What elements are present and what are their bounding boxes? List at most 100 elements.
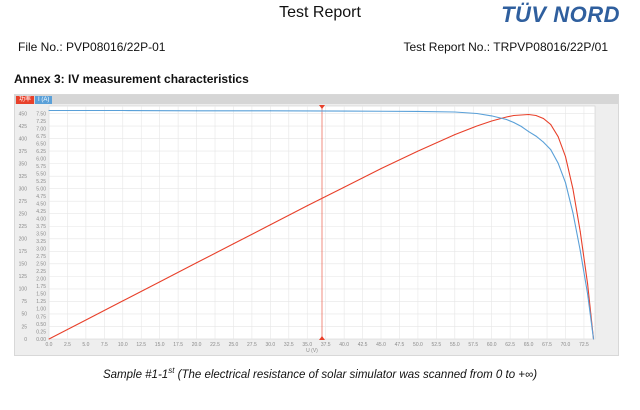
- power-point: [306, 205, 308, 207]
- y-right-tick-label: 3.50: [36, 232, 46, 238]
- y-left-tick-label: 225: [19, 224, 28, 230]
- current-point: [579, 249, 581, 251]
- legend-item-power[interactable]: 功率: [16, 96, 35, 104]
- y-right-tick-label: 7.50: [36, 111, 46, 117]
- current-point: [506, 119, 507, 120]
- y-left-tick-label: 250: [19, 212, 28, 218]
- power-point: [269, 224, 271, 226]
- y-right-tick-label: 1.50: [36, 292, 46, 298]
- x-tick-label: 0.0: [46, 342, 53, 348]
- current-point: [513, 122, 515, 123]
- x-tick-label: 55.0: [450, 342, 460, 348]
- y-right-tick-label: 4.00: [36, 217, 46, 223]
- y-right-tick-label: 1.75: [36, 284, 46, 290]
- current-point: [48, 110, 50, 111]
- y-left-tick-label: 75: [21, 299, 27, 305]
- power-point: [122, 300, 124, 302]
- power-point: [454, 134, 456, 136]
- x-tick-label: 62.5: [505, 342, 515, 348]
- current-point: [528, 131, 530, 133]
- cursor-marker-top: [319, 105, 325, 109]
- power-point: [550, 124, 552, 125]
- power-point: [565, 156, 566, 158]
- power-point: [528, 114, 530, 115]
- current-point: [122, 110, 124, 111]
- test-report-number: Test Report No.: TRPVP08016/22P/01: [403, 40, 608, 54]
- y-left-tick-label: 150: [19, 262, 28, 268]
- y-right-tick-label: 2.75: [36, 254, 46, 260]
- x-tick-label: 10.0: [118, 342, 128, 348]
- x-tick-label: 60.0: [487, 342, 497, 348]
- current-curve: [49, 109, 595, 340]
- power-point: [85, 319, 87, 321]
- y-right-tick-label: 5.75: [36, 164, 46, 170]
- y-right-tick-label: 7.25: [36, 119, 46, 125]
- current-point: [417, 110, 419, 112]
- figure-caption: Sample #1-1st (The electrical resistance…: [0, 366, 640, 381]
- y-left-tick-label: 400: [19, 136, 28, 142]
- y-right-tick-label: 3.75: [36, 224, 46, 230]
- chart-legend: 功率 I (A): [16, 96, 53, 104]
- y-left-tick-label: 300: [19, 186, 28, 192]
- y-right-tick-label: 3.00: [36, 247, 46, 253]
- x-tick-label: 57.5: [468, 342, 478, 348]
- y-right-tick-label: 6.25: [36, 149, 46, 155]
- power-point: [579, 230, 581, 232]
- iv-chart: 0.0 2.5 5.0 7.5 10.0 12.5 15.0 17.5 20.0 22.5 25.0…: [14, 94, 619, 356]
- x-tick-label: 7.5: [101, 342, 108, 348]
- power-point: [48, 338, 50, 340]
- y-left-tick-label: 0: [24, 337, 27, 343]
- power-point: [520, 114, 522, 116]
- x-tick-label: 12.5: [136, 342, 146, 348]
- power-point: [159, 281, 161, 283]
- current-point: [550, 149, 552, 151]
- x-tick-label: 67.5: [542, 342, 552, 348]
- y-right-tick-label: 0.75: [36, 314, 46, 320]
- current-point: [343, 110, 345, 112]
- current-point: [535, 135, 537, 137]
- legend-strip: [15, 95, 618, 104]
- power-point: [343, 186, 345, 188]
- x-tick-label: 5.0: [82, 342, 89, 348]
- cursor-marker-bottom: [319, 336, 325, 340]
- power-point: [513, 115, 515, 116]
- x-tick-label: 15.0: [155, 342, 165, 348]
- caption-superscript: st: [168, 366, 175, 375]
- power-point: [557, 136, 559, 138]
- y-right-tick-label: 2.50: [36, 262, 46, 268]
- current-point: [520, 125, 522, 127]
- y-right-tick-label: 7.00: [36, 126, 46, 132]
- y-right-tick-label: 4.25: [36, 209, 46, 215]
- y-left-tick-label: 100: [19, 287, 28, 293]
- report-title: Test Report: [279, 4, 361, 21]
- power-point: [506, 116, 507, 118]
- current-point: [565, 182, 566, 184]
- x-tick-label: 37.5: [321, 342, 331, 348]
- y-left-tick-label: 425: [19, 124, 28, 130]
- tuv-nord-logo: TÜV NORD: [501, 2, 620, 27]
- y-left-tick-label: 125: [19, 274, 28, 280]
- power-point: [380, 168, 382, 170]
- current-point: [196, 110, 198, 112]
- current-point: [572, 212, 574, 214]
- y-right-tick-label: 2.25: [36, 269, 46, 275]
- power-point: [196, 262, 198, 264]
- current-point: [587, 293, 589, 295]
- y-right-tick-label: 0.00: [36, 337, 46, 343]
- current-point: [491, 115, 493, 117]
- legend-item-current[interactable]: I (A): [35, 96, 53, 104]
- y-left-tick-label: 350: [19, 161, 28, 167]
- iv-chart-svg: 0.0 2.5 5.0 7.5 10.0 12.5 15.0 17.5 20.0 22.5 25.0…: [15, 95, 618, 354]
- power-point: [587, 283, 589, 285]
- x-tick-label: 30.0: [265, 342, 275, 348]
- x-tick-label: 70.0: [561, 342, 571, 348]
- power-point: [542, 118, 544, 119]
- power-point: [233, 243, 234, 245]
- current-point: [454, 111, 456, 113]
- current-point: [269, 110, 271, 112]
- x-tick-label: 17.5: [173, 342, 183, 348]
- current-point: [557, 162, 559, 164]
- power-point: [476, 125, 478, 127]
- y-right-tick-label: 0.25: [36, 329, 46, 335]
- y-right-tick-label: 0.50: [36, 322, 46, 328]
